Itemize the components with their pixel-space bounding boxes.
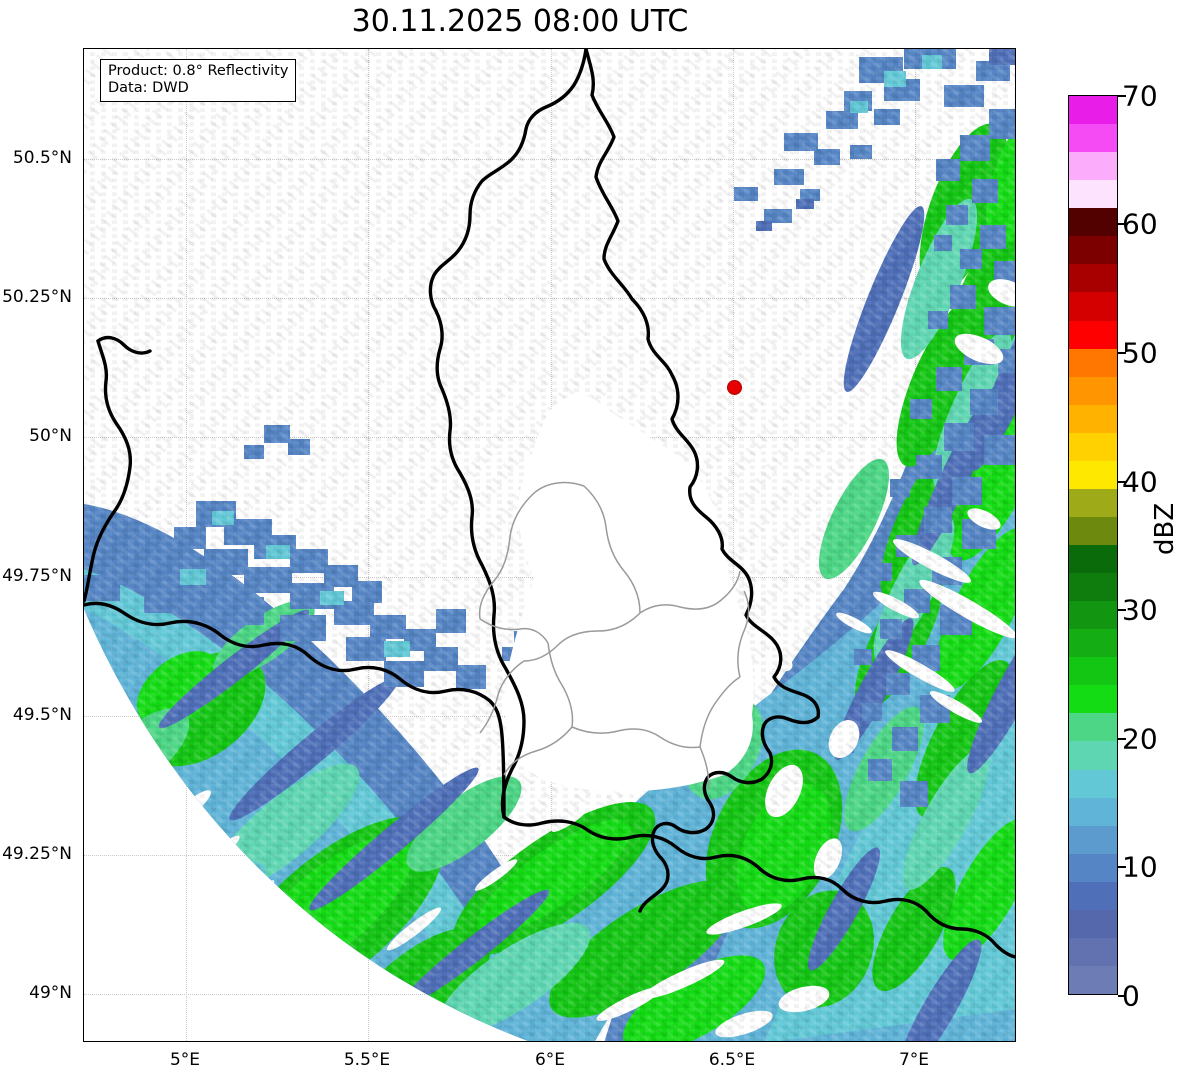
map-clip: Product: 0.8° Reflectivity Data: DWD	[84, 49, 1015, 1041]
colorbar-band-14	[1069, 488, 1117, 517]
colorbar-band-2	[1069, 152, 1117, 181]
colorbar-band-7	[1069, 292, 1117, 321]
colorbar-band-12	[1069, 432, 1117, 461]
page-title: 30.11.2025 08:00 UTC	[351, 4, 689, 39]
colorbar-tick-label-0: 0	[1122, 979, 1140, 1013]
product-info-box: Product: 0.8° Reflectivity Data: DWD	[100, 59, 297, 103]
colorbar-band-11	[1069, 404, 1117, 433]
colorbar-tickmark-30	[1118, 609, 1126, 611]
colorbar-band-1	[1069, 124, 1117, 153]
colorbar-tickmark-10	[1118, 866, 1126, 868]
colorbar-band-8	[1069, 320, 1117, 349]
y-tick-label-6: 49°N	[29, 983, 72, 1003]
colorbar-tickmark-50	[1118, 352, 1126, 354]
colorbar-tick-label-70: 70	[1122, 79, 1158, 113]
colorbar-band-3	[1069, 180, 1117, 209]
colorbar-band-31	[1069, 965, 1117, 994]
y-tick-label-5: 49.25°N	[2, 844, 72, 864]
y-tick-label-3: 49.75°N	[2, 566, 72, 586]
colorbar-band-6	[1069, 264, 1117, 293]
colorbar-band-0	[1069, 96, 1117, 125]
colorbar-band-25	[1069, 797, 1117, 826]
colorbar-axis-label: dBZ	[1150, 502, 1180, 555]
colorbar-band-18	[1069, 601, 1117, 630]
radar-site-marker[interactable]	[727, 380, 742, 395]
colorbar-tick-label-40: 40	[1122, 465, 1158, 499]
colorbar-band-20	[1069, 657, 1117, 686]
colorbar-tickmark-70	[1118, 95, 1126, 97]
radar-map-plot[interactable]: Product: 0.8° Reflectivity Data: DWD	[83, 48, 1016, 1042]
colorbar-band-17	[1069, 573, 1117, 602]
x-tick-label-1: 5.5°E	[343, 1050, 391, 1070]
colorbar-tick-label-50: 50	[1122, 336, 1158, 370]
colorbar-band-27	[1069, 853, 1117, 882]
colorbar-band-5	[1069, 236, 1117, 265]
colorbar-tickmark-60	[1118, 223, 1126, 225]
colorbar-band-26	[1069, 825, 1117, 854]
colorbar-band-13	[1069, 460, 1117, 489]
administrative-boundaries	[478, 481, 750, 790]
info-product-line: Product: 0.8° Reflectivity	[108, 63, 289, 79]
x-tick-label-2: 6°E	[534, 1050, 566, 1070]
colorbar-band-28	[1069, 881, 1117, 910]
colorbar-band-22	[1069, 713, 1117, 742]
colorbar-band-19	[1069, 629, 1117, 658]
y-tick-label-4: 49.5°N	[12, 705, 72, 725]
colorbar-band-23	[1069, 741, 1117, 770]
colorbar-band-21	[1069, 685, 1117, 714]
colorbar-tickmark-20	[1118, 738, 1126, 740]
colorbar-tick-label-30: 30	[1122, 593, 1158, 627]
colorbar-band-4	[1069, 208, 1117, 237]
y-tick-label-0: 50.5°N	[12, 148, 72, 168]
colorbar-tickmark-40	[1118, 481, 1126, 483]
info-data-line: Data: DWD	[108, 80, 189, 97]
x-tick-label-3: 6.5°E	[708, 1050, 756, 1070]
colorbar-tick-label-20: 20	[1122, 722, 1158, 756]
colorbar-band-9	[1069, 348, 1117, 377]
colorbar-band-16	[1069, 545, 1117, 574]
colorbar-band-15	[1069, 516, 1117, 545]
colorbar-tick-label-10: 10	[1122, 850, 1158, 884]
y-tick-label-1: 50.25°N	[2, 287, 72, 307]
colorbar-band-24	[1069, 769, 1117, 798]
national-borders	[84, 49, 1015, 959]
colorbar-band-29	[1069, 909, 1117, 938]
x-tick-label-4: 7°E	[898, 1050, 930, 1070]
colorbar-band-30	[1069, 937, 1117, 966]
colorbar-tick-label-60: 60	[1122, 207, 1158, 241]
y-tick-label-2: 50°N	[29, 426, 72, 446]
reflectivity-field	[84, 49, 1015, 1041]
colorbar-tickmark-0	[1118, 995, 1126, 997]
colorbar	[1068, 95, 1118, 995]
x-tick-label-0: 5°E	[169, 1050, 201, 1070]
colorbar-band-10	[1069, 376, 1117, 405]
